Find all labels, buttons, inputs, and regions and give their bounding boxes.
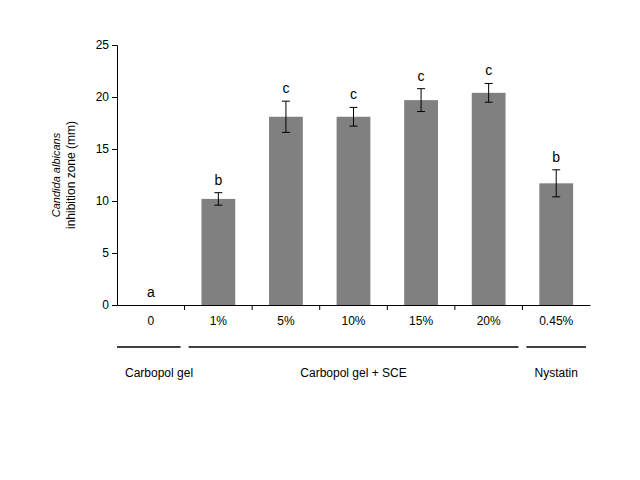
x-tick-label: 15% [409, 314, 433, 328]
group-label: Carbopol gel + SCE [300, 366, 406, 380]
category-separator [252, 305, 253, 310]
y-axis-title: Candida albicansinhibition zone (mm) [50, 121, 78, 229]
x-tick: 10% [341, 305, 365, 328]
error-bar [552, 170, 560, 197]
error-bar [214, 193, 222, 205]
x-tick: 5% [277, 305, 295, 328]
y-axis-title-line: Candida albicans [50, 132, 62, 217]
bars [201, 83, 573, 305]
x-tick-label: 5% [277, 314, 295, 328]
x-tick: 20% [477, 305, 501, 328]
bar [201, 199, 235, 305]
annotation: b [214, 172, 222, 188]
error-bar-cap [214, 192, 222, 193]
category-separator [522, 305, 523, 310]
y-tick: 0 [102, 298, 117, 312]
error-bar-stem [556, 170, 557, 197]
error-bar-stem [488, 83, 489, 102]
category-separator [454, 305, 455, 310]
error-bar-cap [485, 102, 493, 103]
group-label: Nystatin [535, 366, 578, 380]
x-tick: 0.45% [539, 305, 573, 328]
y-axis: 0 5 10 15 20 25 [96, 38, 118, 312]
error-bar-stem [218, 193, 219, 205]
y-tick: 20 [96, 90, 117, 104]
annotation: c [282, 80, 289, 96]
error-bar-stem [421, 89, 422, 112]
x-tick-label: 0.45% [539, 314, 573, 328]
x-tick-label: 20% [477, 314, 501, 328]
error-bar-cap [282, 101, 290, 102]
x-tick-label: 1% [210, 314, 228, 328]
error-bar-cap [552, 196, 560, 197]
y-tick-label: 5 [102, 246, 109, 260]
bar [337, 117, 371, 305]
bar [134, 305, 168, 306]
y-tick-label: 15 [96, 142, 110, 156]
y-axis-title-line: inhibition zone (mm) [64, 121, 78, 229]
annotation: a [147, 284, 155, 300]
chart: 0 5 10 15 20 25 0 1% 5% 10% 15% 20% 0.45% a b c c c c b Carb… [0, 0, 640, 480]
bar [539, 183, 573, 305]
error-bar-cap [552, 169, 560, 170]
error-bar-cap [417, 111, 425, 112]
error-bar-cap [350, 107, 358, 108]
plot: 0 5 10 15 20 25 0 1% 5% 10% 15% 20% 0.45% a b c c c c b Carb… [96, 38, 591, 380]
bar [472, 93, 506, 305]
y-axis-line [112, 46, 118, 306]
y-tick-label: 20 [96, 90, 110, 104]
y-tick-label: 0 [102, 298, 109, 312]
x-tick: 1% [210, 305, 228, 328]
annotation: c [418, 68, 425, 84]
x-tick: 15% [409, 305, 433, 328]
y-tick: 25 [96, 38, 117, 52]
y-tick-label: 10 [96, 194, 110, 208]
y-tick-mark [112, 45, 117, 46]
error-bar-stem [285, 101, 286, 132]
group-label: Carbopol gel [125, 366, 193, 380]
y-tick-mark [112, 305, 117, 306]
group-line [189, 346, 519, 348]
error-bar [485, 83, 493, 102]
error-bar-cap [485, 83, 493, 84]
x-axis-line [118, 305, 591, 306]
y-tick-mark [112, 149, 117, 150]
error-bar [282, 101, 290, 132]
category-separator [184, 305, 185, 310]
y-tick-mark [112, 201, 117, 202]
error-bar-stem [353, 107, 354, 126]
group-line [526, 346, 586, 348]
y-tick: 15 [96, 142, 117, 156]
group-line [117, 346, 181, 348]
y-tick: 10 [96, 194, 117, 208]
annotation: b [552, 149, 560, 165]
error-bar-cap [214, 205, 222, 206]
category-separator [319, 305, 320, 310]
error-bar [350, 107, 358, 126]
error-bar-cap [417, 88, 425, 89]
x-axis: 0 1% 5% 10% 15% 20% 0.45% [118, 305, 591, 328]
error-bar-cap [282, 132, 290, 133]
x-tick-label: 10% [341, 314, 365, 328]
y-tick-mark [112, 253, 117, 254]
error-bar-cap [350, 126, 358, 127]
y-tick-label: 25 [96, 38, 110, 52]
y-tick-mark [112, 97, 117, 98]
category-separator [387, 305, 388, 310]
bar [404, 100, 438, 305]
annotation: c [350, 86, 357, 102]
x-tick-label: 0 [147, 314, 154, 328]
annotation: c [485, 62, 492, 78]
x-tick: 0 [147, 305, 154, 328]
error-bar [417, 89, 425, 112]
y-tick: 5 [102, 246, 117, 260]
bar [269, 117, 303, 305]
